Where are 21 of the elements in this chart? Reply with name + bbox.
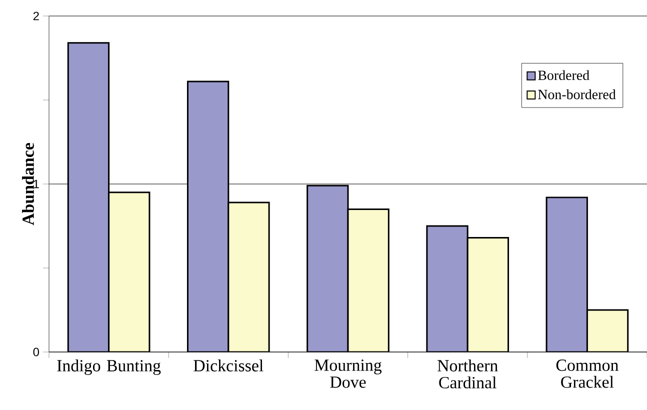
y-tick-label: 2 [33,12,39,20]
x-tick-label: Common Grackel [556,360,618,388]
x-tick-label: Mourning Dove [314,360,382,388]
x-tick-label: Northern Cardinal [438,360,498,388]
bar [426,225,468,352]
x-tick-label: Dickcissel [194,360,264,372]
bar [67,42,110,352]
bar [466,237,510,352]
legend-label: Bordered [538,70,590,80]
bar [186,80,230,352]
y-tick-label: 0 [33,348,40,356]
bar [306,184,349,352]
bar [546,196,588,352]
bar [586,309,629,352]
bar [228,202,270,352]
bar [347,208,390,352]
x-tick-label: Indigo Bunting [57,360,161,375]
legend-label: Non-bordered [538,89,616,100]
y-axis-title: Abundance [22,143,34,226]
y-tick-label: 1 [34,180,39,188]
bar [108,192,150,352]
